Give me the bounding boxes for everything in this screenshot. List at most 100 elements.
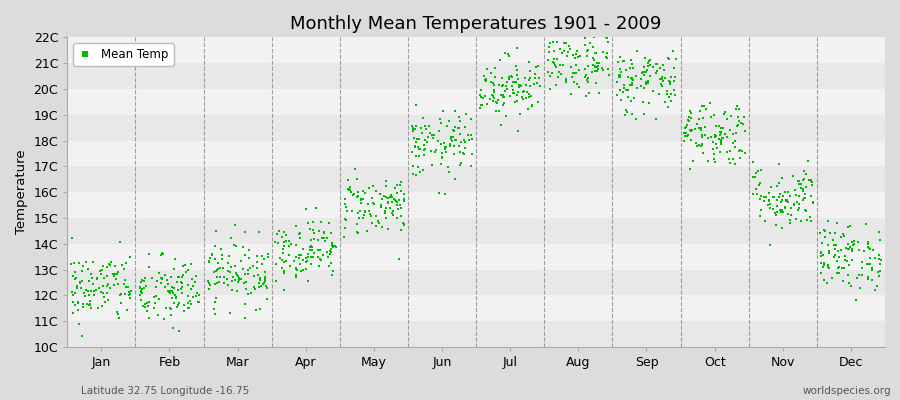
Mean Temp — [292, 255, 306, 261]
Mean Temp — [750, 191, 764, 197]
Mean Temp — [338, 216, 353, 223]
Mean Temp — [526, 80, 541, 87]
Mean Temp — [160, 288, 175, 294]
Mean Temp — [250, 259, 265, 266]
Mean Temp — [649, 70, 663, 76]
Mean Temp — [145, 275, 159, 282]
Mean Temp — [781, 188, 796, 195]
Mean Temp — [637, 64, 652, 70]
Mean Temp — [255, 261, 269, 267]
Mean Temp — [677, 130, 691, 136]
Mean Temp — [82, 278, 96, 285]
Mean Temp — [462, 137, 476, 143]
Mean Temp — [806, 200, 821, 206]
Mean Temp — [139, 282, 153, 289]
Mean Temp — [114, 262, 129, 268]
Mean Temp — [629, 73, 643, 79]
Mean Temp — [707, 156, 722, 162]
Mean Temp — [508, 98, 522, 105]
Mean Temp — [405, 123, 419, 130]
Mean Temp — [712, 122, 726, 129]
Mean Temp — [70, 283, 85, 289]
Mean Temp — [571, 31, 585, 38]
Mean Temp — [378, 208, 392, 214]
Mean Temp — [509, 67, 524, 74]
Mean Temp — [554, 71, 568, 77]
Mean Temp — [356, 215, 370, 221]
Mean Temp — [746, 159, 760, 165]
Mean Temp — [160, 277, 175, 284]
Mean Temp — [773, 206, 788, 213]
Mean Temp — [444, 136, 458, 142]
Mean Temp — [192, 292, 206, 299]
Mean Temp — [772, 194, 787, 200]
Mean Temp — [646, 88, 661, 94]
Mean Temp — [236, 243, 250, 250]
Mean Temp — [111, 310, 125, 317]
Mean Temp — [492, 108, 507, 115]
Mean Temp — [282, 243, 296, 249]
Mean Temp — [453, 149, 467, 155]
Mean Temp — [453, 118, 467, 124]
Mean Temp — [307, 230, 321, 236]
Mean Temp — [362, 208, 376, 214]
Mean Temp — [522, 59, 536, 65]
Mean Temp — [555, 50, 570, 56]
Mean Temp — [203, 282, 218, 288]
Mean Temp — [443, 141, 457, 148]
Mean Temp — [611, 59, 625, 65]
Mean Temp — [713, 132, 727, 138]
Mean Temp — [473, 102, 488, 108]
Mean Temp — [134, 279, 148, 285]
Mean Temp — [682, 118, 697, 124]
Mean Temp — [92, 285, 106, 291]
Mean Temp — [289, 274, 303, 281]
Bar — [68, 218, 885, 244]
Mean Temp — [464, 163, 478, 170]
Mean Temp — [284, 263, 298, 269]
Mean Temp — [324, 230, 338, 236]
Mean Temp — [681, 116, 696, 123]
Mean Temp — [170, 278, 184, 285]
Mean Temp — [350, 194, 365, 200]
Mean Temp — [209, 228, 223, 234]
Mean Temp — [158, 304, 173, 311]
Mean Temp — [570, 80, 584, 87]
Mean Temp — [545, 58, 560, 65]
Mean Temp — [302, 254, 316, 260]
Mean Temp — [101, 280, 115, 287]
Mean Temp — [324, 248, 338, 255]
Mean Temp — [313, 255, 328, 262]
Mean Temp — [81, 266, 95, 272]
Mean Temp — [614, 69, 628, 75]
Mean Temp — [780, 197, 795, 203]
Mean Temp — [183, 298, 197, 304]
Mean Temp — [723, 160, 737, 166]
Mean Temp — [292, 261, 307, 267]
Mean Temp — [729, 122, 743, 129]
Mean Temp — [383, 194, 398, 200]
Mean Temp — [93, 268, 107, 274]
Mean Temp — [422, 123, 436, 130]
Mean Temp — [485, 80, 500, 86]
Mean Temp — [210, 279, 224, 286]
Mean Temp — [860, 274, 875, 281]
Mean Temp — [491, 82, 506, 88]
Mean Temp — [716, 135, 730, 141]
Mean Temp — [409, 172, 423, 178]
Mean Temp — [697, 150, 711, 156]
Mean Temp — [761, 197, 776, 204]
Mean Temp — [840, 258, 854, 264]
Mean Temp — [801, 158, 815, 164]
Mean Temp — [338, 200, 352, 207]
Mean Temp — [288, 242, 302, 248]
Mean Temp — [437, 191, 452, 198]
Mean Temp — [225, 274, 239, 280]
Mean Temp — [75, 278, 89, 284]
Mean Temp — [178, 262, 193, 268]
Mean Temp — [259, 282, 274, 289]
Mean Temp — [356, 195, 370, 202]
Mean Temp — [162, 289, 176, 296]
Mean Temp — [610, 79, 625, 86]
Mean Temp — [275, 246, 290, 252]
